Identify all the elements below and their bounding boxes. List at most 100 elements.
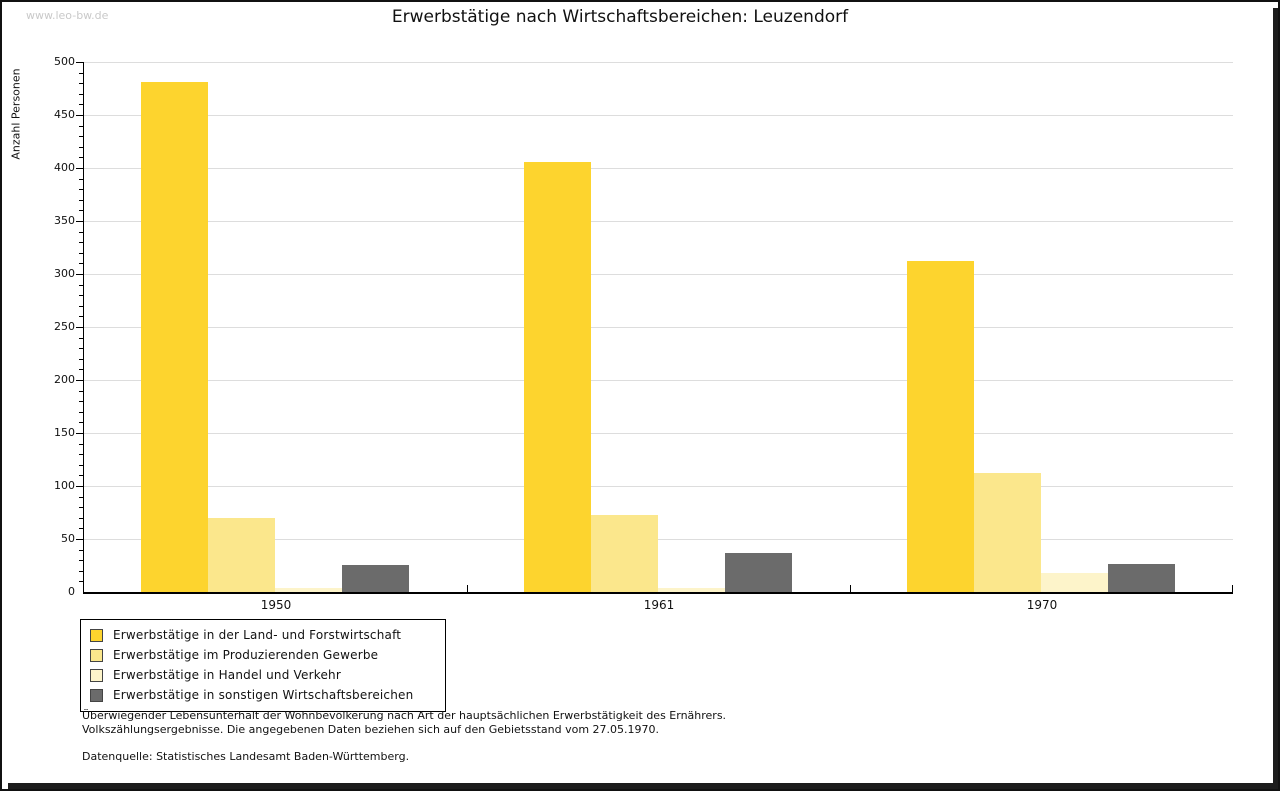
y-minor-tick [79, 411, 83, 413]
y-minor-tick [79, 263, 83, 265]
bar-1970-series-0 [907, 261, 974, 592]
y-axis-tick-label: 50 [61, 532, 75, 545]
y-minor-tick [79, 136, 83, 138]
y-minor-tick [79, 358, 83, 360]
legend-item: Erwerbstätige in sonstigen Wirtschaftsbe… [90, 685, 437, 705]
y-axis-tick-label: 200 [54, 373, 75, 386]
y-minor-tick [79, 210, 83, 212]
y-major-tick [76, 168, 83, 169]
y-axis-title: Anzahl Personen [9, 68, 23, 160]
gridline [84, 486, 1233, 487]
y-axis-tick-label: 100 [54, 479, 75, 492]
y-minor-tick [79, 231, 83, 233]
y-axis-labels: 0 50 100 150 200 250 300 350 400 450 500 [41, 55, 75, 598]
y-minor-tick [79, 104, 83, 106]
y-major-tick [76, 221, 83, 222]
bar-1961-series-2 [658, 588, 725, 592]
footnote-line-1: Überwiegender Lebensunterhalt der Wohnbe… [82, 709, 727, 722]
bar-1950-series-3 [342, 565, 409, 592]
y-major-tick [76, 380, 83, 381]
y-major-tick [76, 486, 83, 487]
legend: Erwerbstätige in der Land- und Forstwirt… [80, 619, 446, 712]
y-minor-tick [79, 507, 83, 509]
gridline [84, 115, 1233, 116]
x-axis-category-label: 1970 [1026, 598, 1058, 612]
y-major-tick [76, 62, 83, 63]
legend-swatch [90, 648, 103, 662]
y-minor-tick [79, 443, 83, 445]
y-minor-tick [79, 242, 83, 244]
frame-shadow-bottom [8, 783, 1278, 789]
bar-1970-series-2 [1041, 573, 1108, 592]
legend-label: Erwerbstätige in sonstigen Wirtschaftsbe… [113, 688, 414, 702]
y-minor-tick [79, 72, 83, 74]
y-axis-tick-label: 450 [54, 108, 75, 121]
legend-label: Erwerbstätige im Produzierenden Gewerbe [113, 648, 379, 662]
bar-1950-series-2 [275, 588, 342, 592]
legend-swatch [90, 688, 103, 702]
gridline [84, 221, 1233, 222]
x-axis-boundary-tick [467, 585, 468, 592]
footnote-line-2: Volkszählungsergebnisse. Die angegebenen… [82, 722, 660, 736]
y-minor-tick [79, 83, 83, 85]
chart-title: Erwerbstätige nach Wirtschaftsbereichen:… [391, 7, 849, 27]
y-minor-tick [79, 454, 83, 456]
footnote: Überwiegender Lebensunterhalt der Wohnbe… [82, 709, 726, 736]
y-minor-tick [79, 199, 83, 201]
legend-label: Erwerbstätige in Handel und Verkehr [113, 668, 341, 682]
legend-label: Erwerbstätige in der Land- und Forstwirt… [113, 628, 402, 642]
y-axis-tick-label: 150 [54, 426, 75, 439]
y-major-tick [76, 115, 83, 116]
y-minor-tick [79, 305, 83, 307]
y-minor-tick [79, 496, 83, 498]
y-minor-tick [79, 401, 83, 403]
gridline [84, 62, 1233, 63]
bar-1970-series-1 [974, 473, 1041, 592]
bar-1950-series-0 [141, 82, 208, 592]
legend-swatch [90, 628, 103, 642]
y-minor-tick [79, 316, 83, 318]
y-minor-tick [79, 549, 83, 551]
gridline [84, 168, 1233, 169]
y-minor-tick [79, 475, 83, 477]
y-major-tick [76, 539, 83, 540]
y-minor-tick [79, 178, 83, 180]
y-minor-tick [79, 581, 83, 583]
y-minor-tick [79, 337, 83, 339]
y-minor-tick [79, 348, 83, 350]
y-axis-tick-label: 500 [54, 55, 75, 68]
y-minor-tick [79, 125, 83, 127]
bar-1950-series-1 [208, 518, 275, 592]
y-axis-tick-label: 250 [54, 320, 75, 333]
gridline [84, 327, 1233, 328]
y-minor-tick [79, 570, 83, 572]
y-minor-tick [79, 464, 83, 466]
y-minor-tick [79, 528, 83, 530]
plot-area: 1950 1961 1970 [76, 62, 1233, 612]
y-minor-tick [79, 252, 83, 254]
y-minor-tick [79, 189, 83, 191]
y-minor-tick [79, 422, 83, 424]
legend-swatch [90, 668, 103, 682]
data-source: Datenquelle: Statistisches Landesamt Bad… [82, 750, 410, 763]
y-major-tick [76, 274, 83, 275]
watermark: www.leo-bw.de [26, 9, 109, 22]
y-axis-tick-label: 400 [54, 161, 75, 174]
legend-item: Erwerbstätige im Produzierenden Gewerbe [90, 645, 437, 665]
y-axis-tick-label: 0 [68, 585, 75, 598]
x-axis-category-label: 1961 [643, 598, 675, 612]
y-minor-tick [79, 157, 83, 159]
y-minor-tick [79, 560, 83, 562]
gridline [84, 539, 1233, 540]
bar-1961-series-0 [524, 162, 591, 592]
y-major-tick [76, 433, 83, 434]
y-axis-tick-label: 300 [54, 267, 75, 280]
x-axis-boundary-tick [1232, 585, 1233, 592]
bar-1970-series-3 [1108, 564, 1175, 592]
gridline [84, 274, 1233, 275]
y-minor-tick [79, 284, 83, 286]
y-minor-tick [79, 93, 83, 95]
gridline [84, 380, 1233, 381]
gridline [84, 433, 1233, 434]
